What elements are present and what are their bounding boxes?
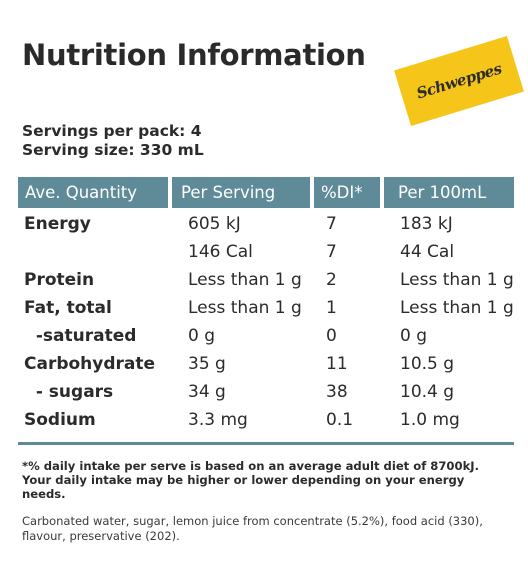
ingredients-list: Carbonated water, sugar, lemon juice fro… (22, 514, 483, 543)
per-serving-value: 146 Cal (188, 242, 253, 262)
di-value: 7 (326, 214, 337, 234)
serving-info: Servings per pack: 4 Serving size: 330 m… (22, 122, 204, 160)
row-label: Fat, total (24, 298, 112, 318)
per-serving-value: Less than 1 g (188, 270, 302, 290)
row-label: - sugars (24, 382, 114, 402)
di-value: 0.1 (326, 410, 354, 430)
table-row: Sodium 3.3 mg 0.1 1.0 mg (22, 407, 518, 433)
table-bottom-rule (18, 442, 514, 445)
header-ave-quantity: Ave. Quantity (18, 177, 168, 208)
per-100ml-value: 183 kJ (400, 214, 453, 234)
table-row: - sugars 34 g 38 10.4 g (22, 379, 518, 405)
table-row: Protein Less than 1 g 2 Less than 1 g (22, 267, 518, 293)
per-serving-value: 35 g (188, 354, 226, 374)
nutrition-table-header: Ave. Quantity Per Serving %DI* Per 100mL (18, 177, 514, 208)
per-serving-value: Less than 1 g (188, 298, 302, 318)
di-value: 2 (326, 270, 337, 290)
table-row: Energy 605 kJ 7 183 kJ (22, 211, 518, 237)
per-100ml-value: Less than 1 g (400, 270, 514, 290)
di-value: 0 (326, 326, 337, 346)
table-row: -saturated 0 g 0 0 g (22, 323, 518, 349)
per-serving-value: 3.3 mg (188, 410, 248, 430)
row-label: Energy (24, 214, 91, 234)
per-100ml-value: 10.5 g (400, 354, 455, 374)
per-100ml-value: 0 g (400, 326, 428, 346)
row-label: Sodium (24, 410, 96, 430)
row-label: -saturated (24, 326, 137, 346)
page-title: Nutrition Information (22, 38, 366, 72)
serving-size: Serving size: 330 mL (22, 141, 204, 159)
header-per-serving: Per Serving (172, 177, 310, 208)
di-value: 38 (326, 382, 348, 402)
brand-logo-text: Schweppes (414, 59, 504, 103)
per-100ml-value: 10.4 g (400, 382, 455, 402)
table-row: Fat, total Less than 1 g 1 Less than 1 g (22, 295, 518, 321)
row-label: Protein (24, 270, 95, 290)
table-row: Carbohydrate 35 g 11 10.5 g (22, 351, 518, 377)
daily-intake-footnote: *% daily intake per serve is based on an… (22, 459, 479, 501)
per-100ml-value: Less than 1 g (400, 298, 514, 318)
header-di: %DI* (314, 177, 380, 208)
di-value: 7 (326, 242, 337, 262)
per-100ml-value: 1.0 mg (400, 410, 460, 430)
row-label: Carbohydrate (24, 354, 156, 374)
servings-per-pack: Servings per pack: 4 (22, 122, 202, 140)
per-serving-value: 34 g (188, 382, 226, 402)
header-per-100ml: Per 100mL (384, 177, 514, 208)
per-serving-value: 0 g (188, 326, 216, 346)
di-value: 11 (326, 354, 348, 374)
per-100ml-value: 44 Cal (400, 242, 455, 262)
table-row: 146 Cal 7 44 Cal (22, 239, 518, 265)
di-value: 1 (326, 298, 337, 318)
brand-logo: Schweppes (394, 36, 524, 126)
per-serving-value: 605 kJ (188, 214, 241, 234)
